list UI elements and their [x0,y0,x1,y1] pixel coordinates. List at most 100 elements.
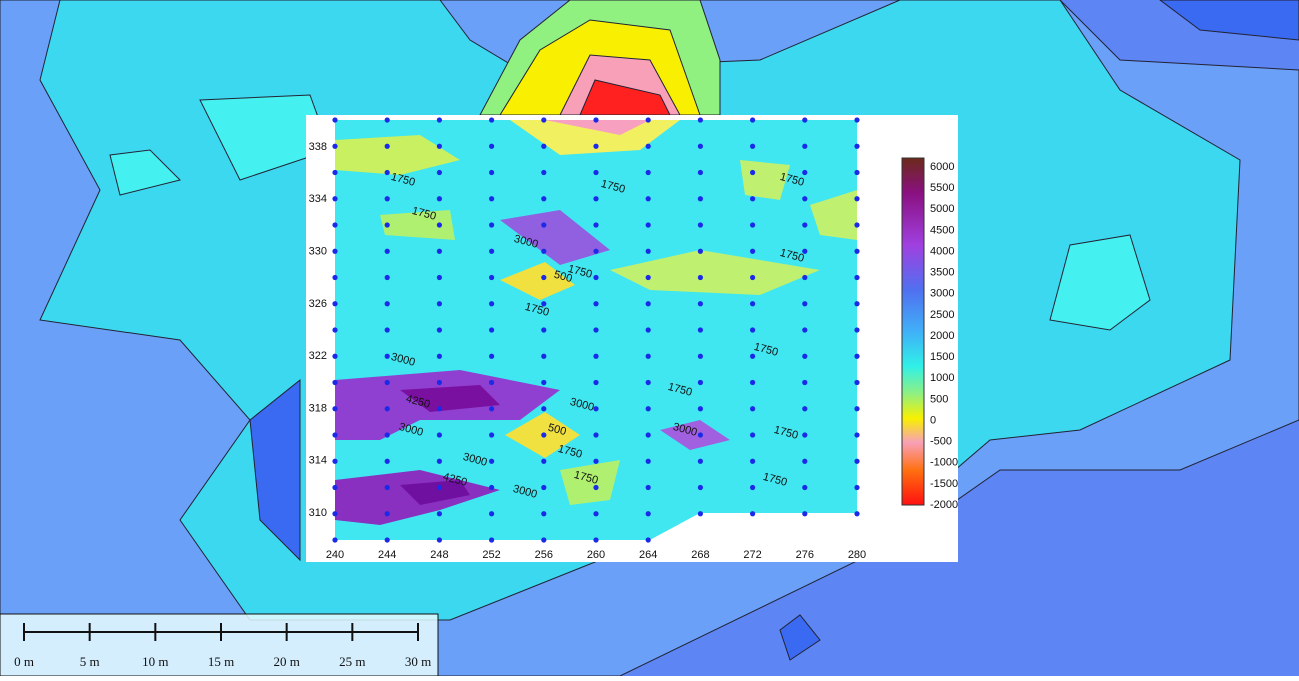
colorbar-label: 0 [930,414,936,426]
sample-point [384,117,390,123]
colorbar-label: 3000 [930,288,954,300]
x-tick-label: 244 [378,549,396,561]
y-tick-label: 314 [309,455,327,467]
x-tick-label: 268 [691,549,709,561]
sample-point [750,222,756,228]
sample-point [697,248,704,254]
sample-point [593,537,599,543]
sample-point [802,222,808,228]
x-tick-label: 252 [482,549,500,561]
sample-point [854,327,860,333]
y-tick-label: 326 [309,298,327,310]
sample-point [332,327,338,333]
contour-band [1049,234,1151,331]
sample-point [854,353,860,359]
sample-point [332,458,338,464]
sample-point [802,458,808,464]
sample-point [541,117,547,123]
scale-bar-box [0,613,439,677]
sample-point [697,511,704,517]
sample-point [697,274,704,281]
sample-point [697,379,704,386]
contour-fill [610,250,820,295]
sample-point [489,327,495,333]
y-tick-label: 322 [309,350,327,362]
sample-point [541,537,547,543]
sample-point [750,196,756,202]
y-tick-label: 334 [309,193,327,205]
sample-point [697,117,704,123]
x-tick-label: 280 [848,549,866,561]
sample-point [489,406,495,412]
sample-point [802,117,808,123]
x-tick-label: 272 [743,549,761,561]
sample-point [750,458,756,464]
contour-band [779,614,821,661]
contour-fill [545,120,650,135]
sample-point [802,143,808,149]
scale-label: 25 m [339,654,365,669]
sample-point [750,484,756,491]
sample-point [541,274,547,281]
sample-point [332,379,338,386]
sample-point [750,406,756,412]
sample-point [436,169,442,176]
scale-label: 10 m [142,654,168,669]
colorbar-label: -1500 [930,478,958,490]
sample-points [332,117,860,543]
sample-point [332,484,338,491]
sample-point [802,511,808,517]
sample-point [541,511,547,517]
colorbar-label: 1000 [930,372,954,384]
contour-fill [560,460,620,505]
sample-point [541,432,547,438]
sample-point [645,117,651,123]
sample-point [697,484,704,491]
sample-point [593,274,599,281]
sample-point [384,222,390,228]
sample-point [489,379,495,386]
x-tick-label: 256 [535,549,553,561]
sample-point [332,537,338,543]
sample-point [593,379,599,386]
scale-label: 20 m [273,654,299,669]
colorbar-label: 4000 [930,245,954,257]
contour-fill [335,135,460,175]
sample-point [750,327,756,333]
x-tick-label: 240 [326,549,344,561]
sample-point [802,484,808,491]
sample-point [802,327,808,333]
sample-point [854,222,860,228]
sample-point [854,458,860,464]
sample-point [802,169,808,176]
sample-point [645,379,651,386]
sample-point [697,406,704,412]
sample-point [384,327,390,333]
scale-label: 0 m [14,654,34,669]
sample-point [697,301,704,307]
sample-point [384,143,390,149]
sample-point [697,432,704,438]
sample-point [593,248,599,254]
sample-point [541,406,547,412]
sample-point [384,301,390,307]
sample-point [854,484,860,491]
sample-point [593,327,599,333]
sample-point [593,353,599,359]
y-tick-label: 310 [309,507,327,519]
sample-point [645,406,651,412]
sample-point [436,406,442,412]
contour-band [1159,0,1299,41]
sample-point [384,274,390,281]
contour-label: 500 [547,422,568,438]
sample-point [750,143,756,149]
contour-band [249,378,301,562]
sample-point [489,484,495,491]
colorbar-label: 5000 [930,203,954,215]
sample-point [645,511,651,517]
sample-point [384,248,390,254]
sample-point [645,458,651,464]
sample-point [541,196,547,202]
colorbar-label: -1000 [930,457,958,469]
sample-point [802,196,808,202]
